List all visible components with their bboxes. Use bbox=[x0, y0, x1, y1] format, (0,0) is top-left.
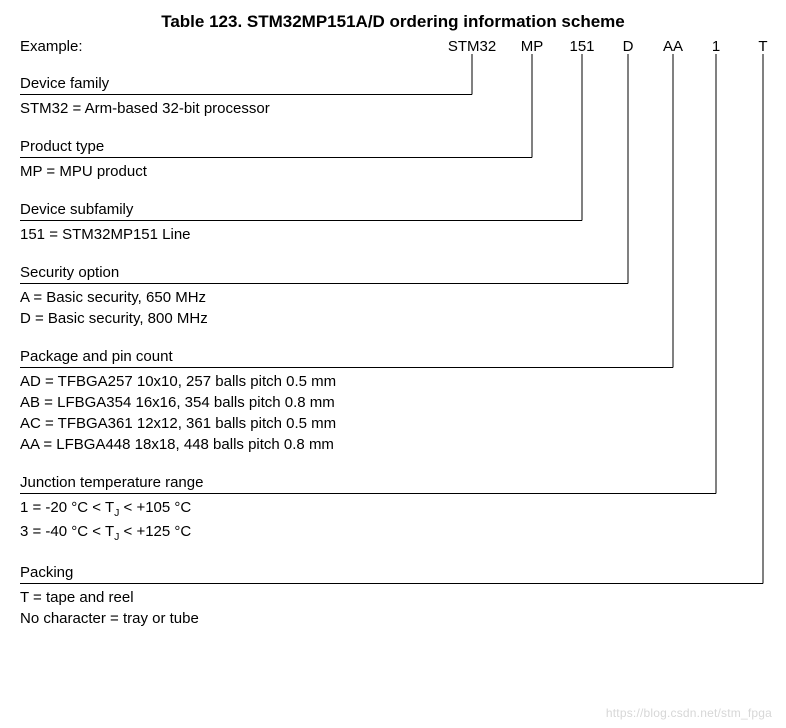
sections-container: Device family STM32 = Arm-based 32-bit pr… bbox=[20, 72, 450, 645]
section-line: No character = tray or tube bbox=[20, 608, 450, 629]
section-line: T = tape and reel bbox=[20, 587, 450, 608]
section-body: STM32 = Arm-based 32-bit processor bbox=[20, 95, 450, 119]
example-segment: STM32 bbox=[442, 38, 502, 55]
section-header: Device subfamily bbox=[20, 198, 450, 221]
section-body: T = tape and reelNo character = tray or … bbox=[20, 584, 450, 629]
example-segment: MP bbox=[516, 38, 548, 55]
section-line: 151 = STM32MP151 Line bbox=[20, 224, 450, 245]
section-line: MP = MPU product bbox=[20, 161, 450, 182]
section-header: Device family bbox=[20, 72, 450, 95]
section-header: Junction temperature range bbox=[20, 471, 450, 494]
example-segment: D bbox=[620, 38, 636, 55]
section-header: Security option bbox=[20, 261, 450, 284]
section-header: Packing bbox=[20, 561, 450, 584]
section-line: AC = TFBGA361 12x12, 361 balls pitch 0.5… bbox=[20, 413, 450, 434]
section-line: STM32 = Arm-based 32-bit processor bbox=[20, 98, 450, 119]
section-header: Package and pin count bbox=[20, 345, 450, 368]
table-title: Table 123. STM32MP151A/D ordering inform… bbox=[0, 0, 786, 40]
section-body: MP = MPU product bbox=[20, 158, 450, 182]
section-line: AA = LFBGA448 18x18, 448 balls pitch 0.8… bbox=[20, 434, 450, 455]
example-segment: AA bbox=[660, 38, 686, 55]
section-line: D = Basic security, 800 MHz bbox=[20, 308, 450, 329]
section-line: 1 = -20 °C < TJ < +105 °C bbox=[20, 497, 450, 521]
example-label: Example: bbox=[20, 38, 83, 55]
section-line: A = Basic security, 650 MHz bbox=[20, 287, 450, 308]
section-body: AD = TFBGA257 10x10, 257 balls pitch 0.5… bbox=[20, 368, 450, 455]
section-line: 3 = -40 °C < TJ < +125 °C bbox=[20, 521, 450, 545]
example-segment: 1 bbox=[710, 38, 722, 55]
watermark-text: https://blog.csdn.net/stm_fpga bbox=[606, 706, 772, 720]
section-line: AB = LFBGA354 16x16, 354 balls pitch 0.8… bbox=[20, 392, 450, 413]
section-header: Product type bbox=[20, 135, 450, 158]
example-segment: 151 bbox=[566, 38, 598, 55]
example-segment: T bbox=[756, 38, 770, 55]
section-body: 151 = STM32MP151 Line bbox=[20, 221, 450, 245]
section-body: A = Basic security, 650 MHzD = Basic sec… bbox=[20, 284, 450, 329]
section-body: 1 = -20 °C < TJ < +105 °C3 = -40 °C < TJ… bbox=[20, 494, 450, 545]
section-line: AD = TFBGA257 10x10, 257 balls pitch 0.5… bbox=[20, 371, 450, 392]
